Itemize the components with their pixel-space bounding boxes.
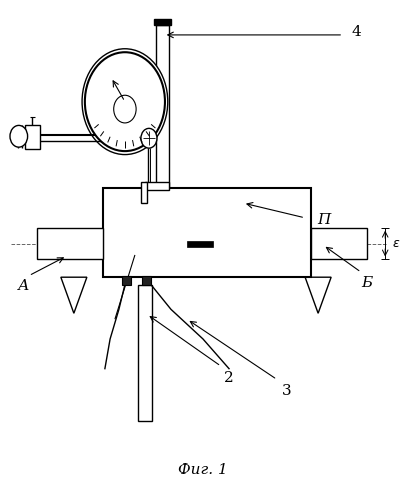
Bar	[25, 125, 40, 148]
Text: Б: Б	[361, 276, 372, 289]
Text: П: П	[316, 214, 330, 228]
Bar	[145, 182, 168, 190]
Circle shape	[141, 128, 157, 148]
Bar	[310, 228, 366, 260]
Polygon shape	[61, 277, 87, 314]
Text: ε: ε	[392, 237, 398, 250]
Bar	[102, 188, 310, 277]
Circle shape	[82, 49, 167, 154]
Text: 3: 3	[281, 384, 291, 398]
Bar	[141, 182, 147, 203]
Text: А: А	[18, 278, 29, 292]
Text: Фиг. 1: Фиг. 1	[178, 463, 227, 477]
Bar	[187, 240, 213, 246]
Circle shape	[10, 126, 28, 147]
Text: 2: 2	[224, 371, 233, 385]
Bar	[142, 276, 151, 284]
Bar	[37, 228, 102, 260]
Bar	[137, 284, 152, 420]
Polygon shape	[305, 277, 330, 314]
Bar	[153, 19, 171, 25]
Text: 4: 4	[350, 26, 360, 40]
Circle shape	[85, 52, 164, 151]
Bar	[122, 276, 130, 284]
Bar	[156, 25, 168, 188]
